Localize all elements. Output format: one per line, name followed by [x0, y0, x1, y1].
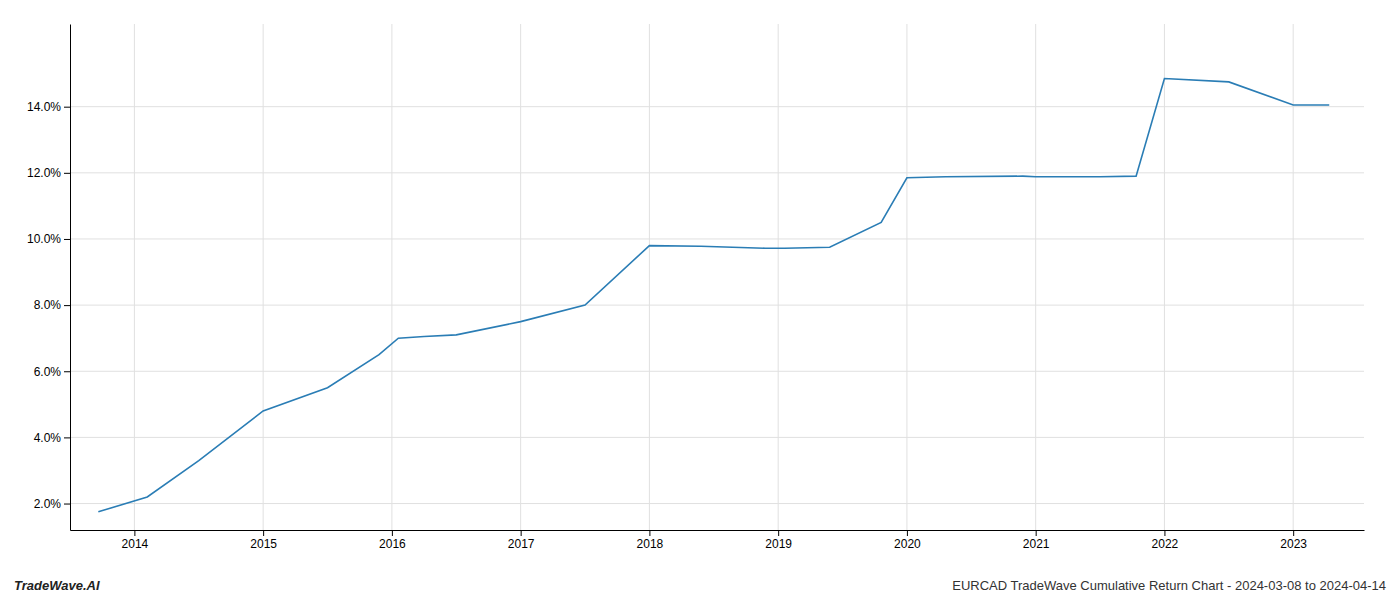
x-tick: 2023 — [1280, 530, 1307, 551]
grid-line-y — [70, 437, 1364, 438]
y-tick-label: 14.0% — [27, 100, 61, 114]
grid-line-x — [1035, 24, 1036, 530]
y-axis: 2.0% 4.0% 6.0% 8.0% 10.0% 12.0% 14.0% — [27, 25, 71, 531]
y-tick: 12.0% — [27, 166, 70, 180]
x-tick: 2016 — [379, 530, 406, 551]
y-tick: 10.0% — [27, 232, 70, 246]
x-tick-mark — [392, 530, 393, 536]
line — [98, 79, 1329, 512]
x-tick-mark — [1164, 530, 1165, 536]
grid-line-x — [263, 24, 264, 530]
x-tick: 2020 — [894, 530, 921, 551]
grid-line-y — [70, 106, 1364, 107]
y-tick-mark — [64, 173, 70, 174]
x-tick-mark — [134, 530, 135, 536]
x-tick-label: 2021 — [1023, 537, 1050, 551]
x-axis: 2014 2015 2016 2017 2018 2019 2020 2021 2022 2023 — [71, 530, 1365, 551]
y-tick: 14.0% — [27, 100, 70, 114]
grid-line-x — [906, 24, 907, 530]
x-tick: 2022 — [1152, 530, 1179, 551]
y-tick-label: 4.0% — [34, 431, 62, 445]
grid-line-x — [1164, 24, 1165, 530]
y-axis-line — [70, 25, 71, 531]
x-tick: 2017 — [508, 530, 535, 551]
x-tick: 2014 — [122, 530, 149, 551]
y-tick-label: 6.0% — [34, 365, 62, 379]
x-tick-mark — [778, 530, 779, 536]
y-tick-mark — [64, 504, 70, 505]
y-tick-mark — [64, 107, 70, 108]
x-axis-line — [71, 530, 1365, 531]
footer-right: EURCAD TradeWave Cumulative Return Chart… — [952, 578, 1386, 593]
y-tick-mark — [64, 437, 70, 438]
y-tick: 2.0% — [34, 497, 70, 511]
x-tick-label: 2014 — [122, 537, 149, 551]
grid — [70, 24, 1364, 530]
grid-line-y — [70, 238, 1364, 239]
x-tick-mark — [1293, 530, 1294, 536]
x-tick-mark — [521, 530, 522, 536]
chart: 2014 2015 2016 2017 2018 2019 2020 2021 2022 2023… — [0, 0, 1400, 600]
x-tick-label: 2017 — [508, 537, 535, 551]
x-tick: 2018 — [637, 530, 664, 551]
y-tick-label: 10.0% — [27, 232, 61, 246]
x-tick: 2021 — [1023, 530, 1050, 551]
grid-line-x — [520, 24, 521, 530]
x-tick-mark — [907, 530, 908, 536]
grid-line-x — [391, 24, 392, 530]
x-tick: 2019 — [765, 530, 792, 551]
grid-line-y — [70, 305, 1364, 306]
y-tick-mark — [64, 239, 70, 240]
x-tick-label: 2023 — [1280, 537, 1307, 551]
x-tick-mark — [649, 530, 650, 536]
x-tick-mark — [263, 530, 264, 536]
x-tick-mark — [1036, 530, 1037, 536]
footer-left: TradeWave.AI — [14, 578, 100, 593]
x-tick-label: 2019 — [765, 537, 792, 551]
y-tick: 6.0% — [34, 365, 70, 379]
plot-area — [98, 79, 1329, 512]
y-tick-mark — [64, 371, 70, 372]
y-tick-mark — [64, 305, 70, 306]
x-tick-label: 2018 — [637, 537, 664, 551]
y-tick: 8.0% — [34, 298, 70, 312]
grid-line-x — [134, 24, 135, 530]
y-tick-label: 12.0% — [27, 166, 61, 180]
y-tick-label: 2.0% — [34, 497, 62, 511]
grid-line-y — [70, 371, 1364, 372]
y-tick: 4.0% — [34, 431, 70, 445]
x-tick-label: 2016 — [379, 537, 406, 551]
x-tick: 2015 — [250, 530, 277, 551]
grid-line-x — [1293, 24, 1294, 530]
grid-line-x — [778, 24, 779, 530]
grid-line-y — [70, 172, 1364, 173]
x-tick-label: 2015 — [250, 537, 277, 551]
grid-line-y — [70, 503, 1364, 504]
x-tick-label: 2020 — [894, 537, 921, 551]
y-tick-label: 8.0% — [34, 298, 62, 312]
x-tick-label: 2022 — [1152, 537, 1179, 551]
grid-line-x — [649, 24, 650, 530]
